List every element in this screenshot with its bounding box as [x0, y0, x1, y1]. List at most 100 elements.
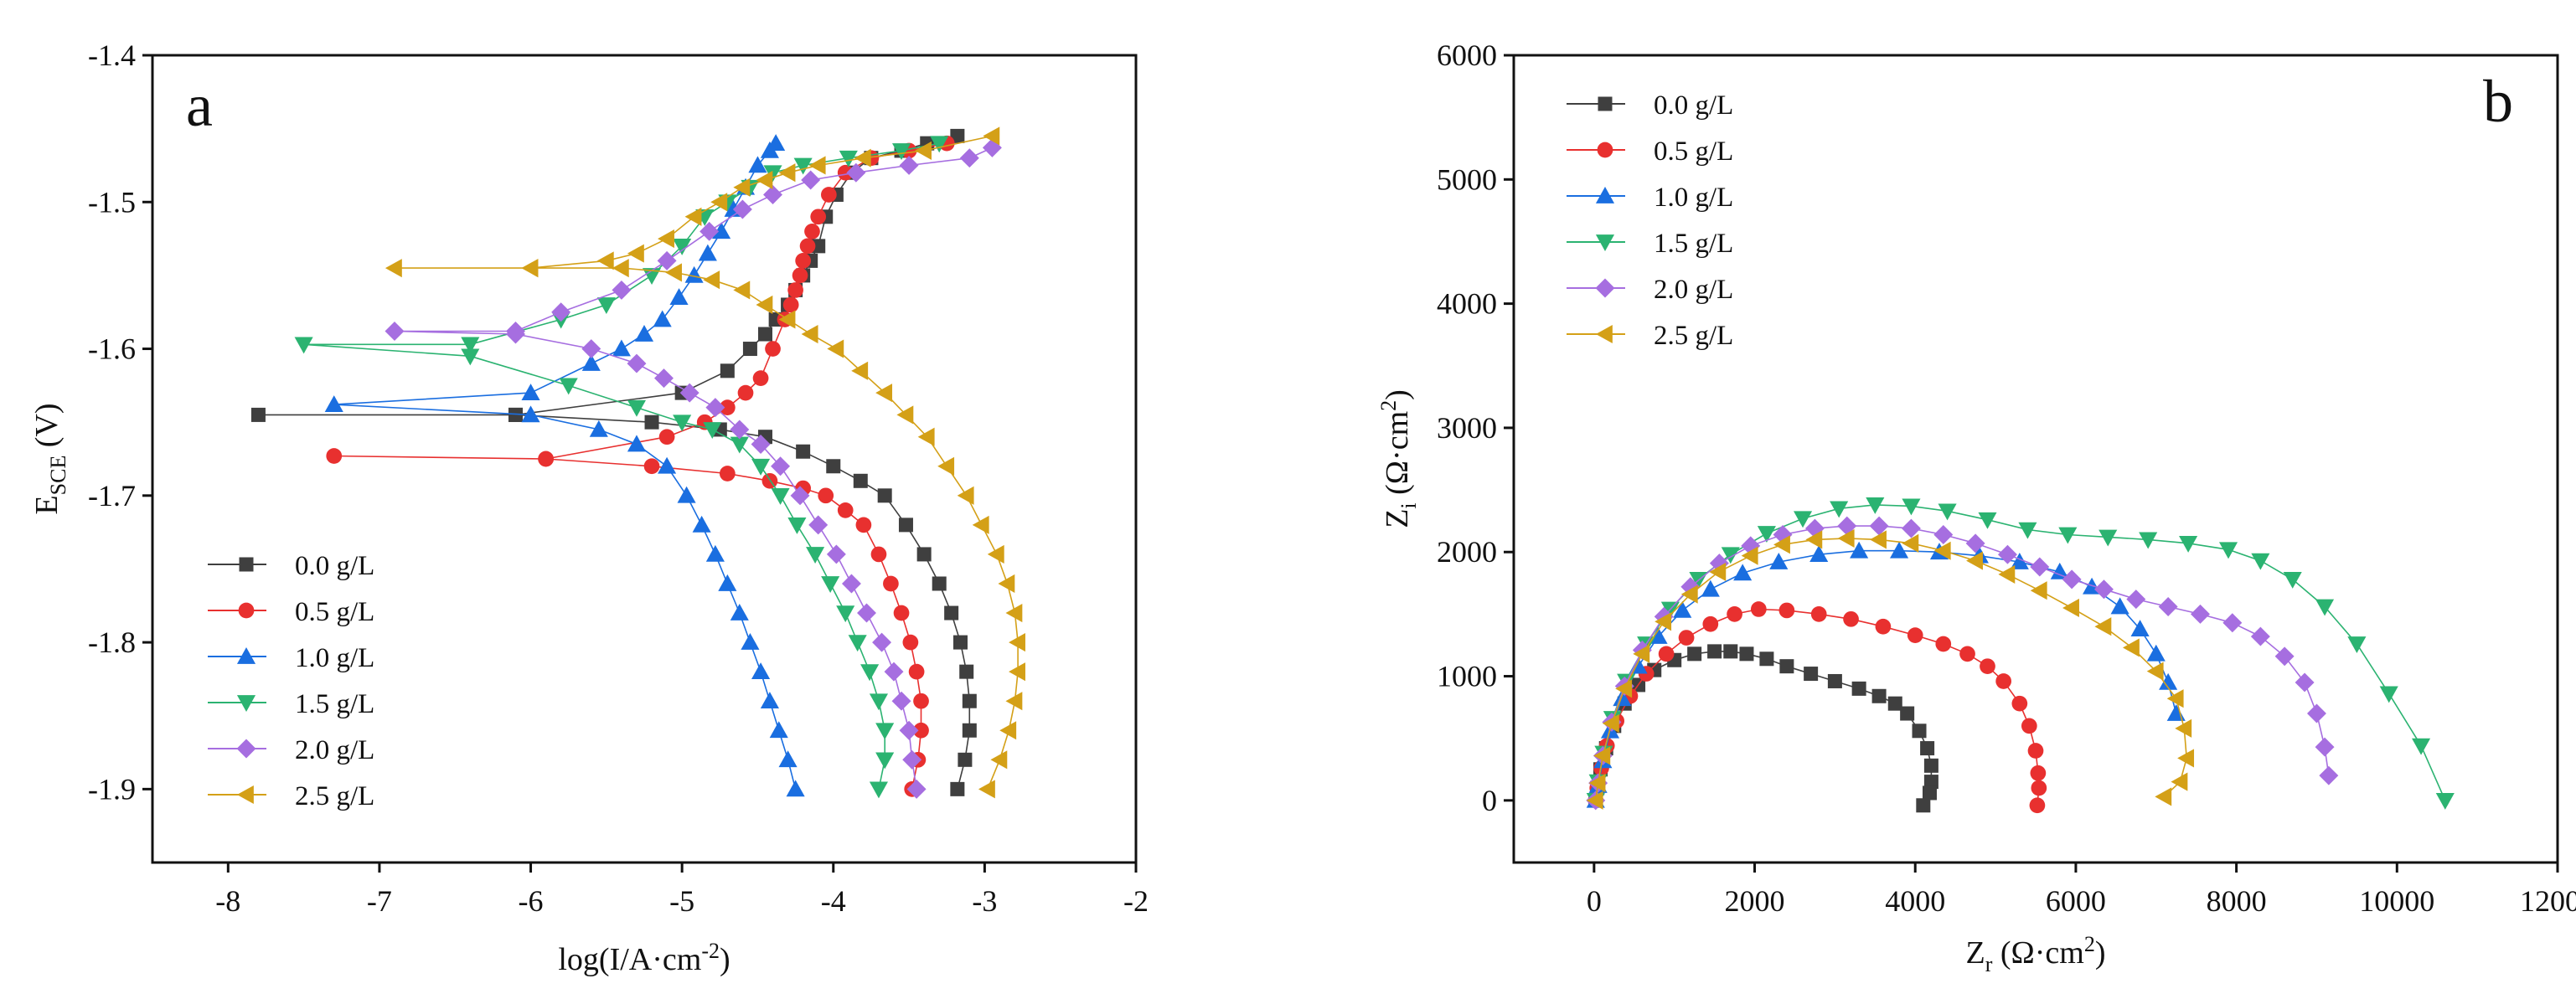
b-y-tick-label: 4000 [1437, 287, 1497, 321]
b-data-point [2126, 590, 2146, 610]
b-data-point [1901, 518, 1921, 538]
a-data-point [958, 752, 973, 767]
b-data-point [1850, 541, 1869, 559]
a-data-point [990, 750, 1008, 770]
b-data-point [2155, 787, 2172, 806]
b-data-point [1655, 612, 1672, 631]
a-data-point [692, 515, 711, 533]
b-data-point [1916, 798, 1931, 813]
a-data-point [596, 297, 616, 315]
a-data-point [719, 466, 736, 481]
a-legend-marker [236, 739, 256, 759]
a-y-tick-label: -1.8 [88, 626, 136, 659]
a-data-point [658, 429, 675, 445]
panel-b-x-axis-title: Zr (Ω·cm2) [1965, 932, 2105, 976]
b-data-point [1680, 584, 1698, 604]
a-data-point [998, 574, 1015, 594]
a-data-point [854, 148, 871, 167]
b-data-point [1900, 706, 1915, 721]
a-y-tick-label: -1.4 [88, 39, 136, 72]
a-legend-item: 1.0 g/L [208, 643, 374, 673]
a-data-point [250, 407, 266, 422]
b-y-tick-label: 5000 [1437, 162, 1497, 196]
a-data-point [857, 603, 876, 623]
a-data-point [860, 664, 880, 682]
a-data-point [870, 546, 887, 563]
a-data-point [612, 259, 629, 278]
b-data-point [1827, 673, 1842, 688]
a-data-point [778, 750, 798, 768]
a-data-point [596, 251, 614, 270]
b-data-point [1933, 541, 1951, 560]
b-data-point [1809, 545, 1829, 563]
b-x-tick-label: 2000 [1725, 884, 1785, 918]
a-data-point [294, 337, 313, 354]
b-data-point [1759, 651, 1774, 667]
b-data-point [2171, 772, 2188, 791]
b-series-2 [1586, 541, 2186, 808]
b-data-point [1935, 636, 1952, 652]
b-data-point [2412, 738, 2431, 755]
b-legend-item: 2.0 g/L [1567, 275, 1733, 305]
b-data-point [1851, 681, 1866, 696]
b-data-point [2011, 695, 2028, 712]
a-x-tick-label: -6 [519, 884, 544, 918]
a-data-point [581, 339, 601, 359]
a-data-point [821, 187, 837, 203]
b-data-point [1997, 544, 2017, 564]
b-data-point [1680, 577, 1701, 597]
a-data-point [906, 779, 927, 799]
a-legend-item: 2.0 g/L [208, 735, 374, 765]
b-data-point [2058, 527, 2078, 544]
a-series-5 [385, 126, 1025, 799]
b-legend-label: 2.0 g/L [1654, 275, 1733, 305]
a-data-point [811, 239, 826, 254]
a-data-point [837, 164, 854, 181]
a-data-point [771, 456, 791, 476]
b-data-point [1980, 658, 1995, 675]
b-legend-marker [1595, 324, 1613, 344]
a-legend-marker [236, 646, 256, 664]
b-data-point [1615, 679, 1633, 698]
b-data-point [2177, 749, 2195, 768]
a-data-point [589, 420, 608, 437]
b-data-point [2010, 553, 2029, 569]
a-data-point [733, 178, 751, 197]
a-legend-label: 2.0 g/L [295, 735, 374, 765]
a-data-point [987, 544, 1004, 564]
b-data-point [1810, 606, 1827, 622]
a-data-point [999, 721, 1017, 740]
b-data-point [2139, 532, 2158, 549]
b-data-point [1923, 758, 1938, 773]
a-legend-label: 0.0 g/L [295, 551, 374, 581]
b-legend-marker [1597, 142, 1613, 158]
a-data-point [872, 632, 892, 652]
b-data-point [2094, 617, 2112, 636]
b-data-point [1721, 547, 1740, 564]
a-data-point [916, 547, 932, 562]
b-data-point [1837, 528, 1855, 548]
a-data-point [673, 239, 692, 255]
b-data-point [2179, 536, 2198, 553]
a-data-point [950, 781, 965, 796]
b-data-point [2306, 703, 2326, 724]
panel-b-letter: b [2483, 68, 2513, 135]
a-data-point [801, 324, 818, 344]
a-x-tick-label: -4 [821, 884, 846, 918]
a-data-point [612, 339, 631, 357]
panel-a-letter: a [186, 72, 213, 139]
a-data-point [461, 337, 480, 354]
a-x-tick-label: -2 [1123, 884, 1149, 918]
b-data-point [2158, 597, 2178, 616]
panel-a-y-axis-title: ESCE (V) [29, 403, 70, 514]
b-data-point [2159, 672, 2178, 690]
b-data-point [2098, 529, 2118, 547]
b-data-point [1923, 775, 1938, 790]
panel-b-y-axis: 0 1000 2000 3000 4000 5000 6000 [1437, 39, 1514, 817]
a-data-point [1005, 603, 1023, 623]
b-data-point [1633, 644, 1650, 663]
a-data-point [703, 270, 720, 290]
b-data-point [1673, 600, 1692, 618]
a-data-point [653, 310, 672, 327]
